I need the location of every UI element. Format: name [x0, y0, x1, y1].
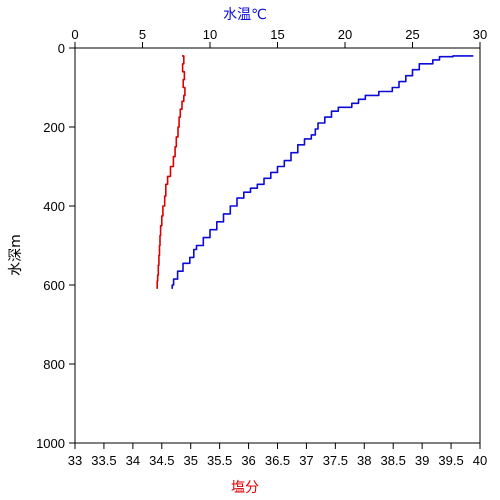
- y-axis-title: 水深m: [8, 234, 24, 276]
- y-tick-label: 0: [58, 41, 65, 56]
- y-axis: 0 200 400 600 800 1000: [36, 41, 75, 451]
- top-tick-label: 15: [270, 27, 284, 42]
- bottom-tick-label: 40: [473, 453, 487, 468]
- bottom-tick-label: 39.5: [438, 453, 463, 468]
- top-tick-label: 0: [71, 27, 78, 42]
- bottom-axis-title: 塩分: [231, 480, 259, 496]
- top-tick-label: 30: [473, 27, 487, 42]
- bottom-tick-label: 34.5: [149, 453, 174, 468]
- bottom-tick-label: 38.5: [381, 453, 406, 468]
- bottom-tick-label: 35: [183, 453, 197, 468]
- bottom-tick-label: 36.5: [265, 453, 290, 468]
- y-tick-label: 600: [43, 278, 65, 293]
- bottom-tick-label: 34: [126, 453, 140, 468]
- bottom-tick-label: 39: [415, 453, 429, 468]
- bottom-tick-label: 36: [241, 453, 255, 468]
- y-tick-label: 1000: [36, 436, 65, 451]
- y-tick-label: 800: [43, 357, 65, 372]
- bottom-tick-label: 38: [357, 453, 371, 468]
- bottom-tick-label: 33: [68, 453, 82, 468]
- bottom-tick-label: 35.5: [207, 453, 232, 468]
- top-axis-title: 水温℃: [223, 7, 267, 23]
- top-x-axis: 0 5 10 15 20 25 30: [71, 27, 487, 48]
- top-tick-label: 10: [203, 27, 217, 42]
- top-tick-label: 20: [338, 27, 352, 42]
- top-tick-label: 5: [139, 27, 146, 42]
- series-layer: [156, 55, 474, 289]
- y-tick-label: 200: [43, 120, 65, 135]
- bottom-x-axis: 33 33.5 34 34.5 35 35.5 36 36.5 37 37.5 38 38.5 39 39…: [68, 443, 487, 468]
- bottom-tick-label: 37.5: [323, 453, 348, 468]
- top-tick-label: 25: [405, 27, 419, 42]
- y-tick-label: 400: [43, 199, 65, 214]
- bottom-tick-label: 33.5: [91, 453, 116, 468]
- temperature-profile-line: [171, 55, 474, 289]
- bottom-tick-label: 37: [299, 453, 313, 468]
- salinity-profile-line: [156, 55, 186, 289]
